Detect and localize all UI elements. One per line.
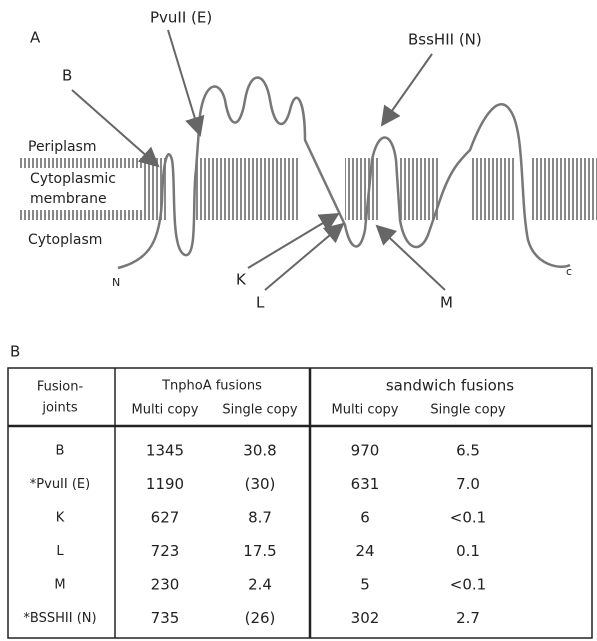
site-label: L: [256, 294, 265, 312]
cell: 631: [351, 475, 380, 493]
row-label: M: [54, 578, 65, 593]
row-label: *PvuII (E): [30, 477, 90, 492]
cell: 2.7: [456, 609, 480, 627]
arrow: [168, 30, 200, 135]
terminus-label: c: [566, 265, 572, 278]
cell: 627: [151, 509, 180, 527]
arrow: [382, 54, 432, 125]
row-label: B: [56, 444, 65, 459]
site-label: BssHII (N): [408, 31, 482, 49]
panel-label: A: [30, 29, 41, 47]
cell: 6.5: [456, 442, 480, 460]
cell: 0.1: [456, 542, 480, 560]
cell: 7.0: [456, 475, 480, 493]
cell: 735: [151, 609, 180, 627]
cell: 1190: [146, 475, 184, 493]
cell: 17.5: [243, 542, 276, 560]
row-label: L: [56, 544, 64, 559]
region-label: Cytoplasmic: [30, 171, 116, 187]
row-label: *BSSHII (N): [23, 611, 96, 626]
panel-label: B: [10, 343, 20, 361]
membrane-gap: [166, 158, 196, 220]
arrow: [248, 214, 338, 268]
cell: 6: [360, 509, 370, 527]
sub-header: Single copy: [222, 403, 297, 418]
panel-b: B Fusion- joints TnphoA fusions sandwich…: [8, 343, 592, 639]
site-label: K: [236, 271, 247, 289]
figure: A Periplasm Cytoplasmic membrane Cytopla…: [0, 0, 597, 641]
cell: 723: [151, 542, 180, 560]
cell: (30): [245, 475, 276, 493]
header: Fusion-: [37, 380, 84, 395]
cell: (26): [245, 609, 276, 627]
region-label: Periplasm: [28, 139, 97, 155]
cell: 970: [351, 442, 380, 460]
cell: 24: [355, 542, 374, 560]
terminus-label: N: [112, 276, 120, 289]
cell: 302: [351, 609, 380, 627]
cell: 5: [360, 576, 370, 594]
site-label: B: [62, 67, 72, 85]
cell: <0.1: [450, 576, 486, 594]
panel-a: A Periplasm Cytoplasmic membrane Cytopla…: [18, 9, 597, 312]
sub-header: Single copy: [430, 403, 505, 418]
group-header: sandwich fusions: [386, 377, 514, 395]
region-label: Cytoplasm: [28, 232, 102, 248]
cell: 2.4: [248, 576, 272, 594]
region-label: membrane: [30, 191, 107, 207]
cell: 1345: [146, 442, 184, 460]
cell: 230: [151, 576, 180, 594]
cell: <0.1: [450, 509, 486, 527]
site-label: PvuII (E): [150, 9, 212, 27]
site-label: M: [440, 294, 453, 312]
group-header: TnphoA fusions: [161, 379, 262, 394]
row-label: K: [56, 511, 65, 526]
header: joints: [41, 401, 78, 416]
sub-header: Multi copy: [132, 403, 199, 418]
arrow: [377, 226, 445, 290]
cell: 30.8: [243, 442, 276, 460]
sub-header: Multi copy: [332, 403, 399, 418]
cell: 8.7: [248, 509, 272, 527]
